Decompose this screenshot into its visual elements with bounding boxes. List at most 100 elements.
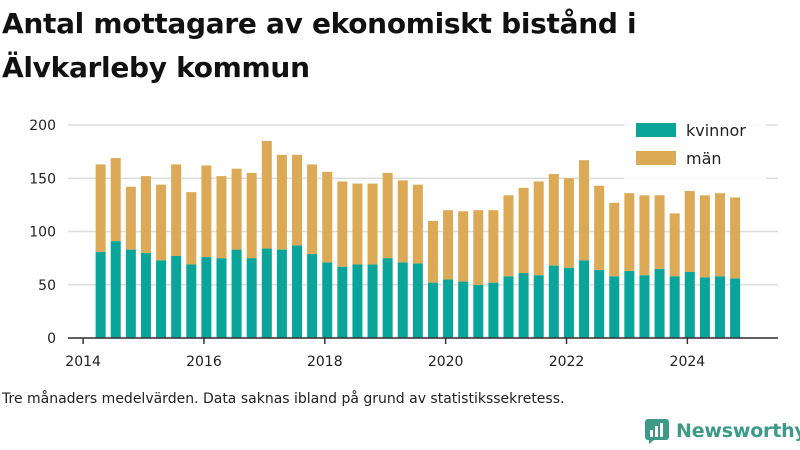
bar-man [443, 210, 454, 280]
bar-man [533, 181, 544, 276]
y-tick-label: 50 [38, 278, 56, 294]
bar-kvinnor [382, 258, 393, 339]
bar-man [563, 178, 574, 268]
bar-kvinnor [246, 258, 257, 339]
brand-logo[interactable]: Newsworthy [644, 418, 800, 444]
bar-man [730, 197, 741, 279]
stacked-bar-chart: 0 50 100 150 200 2014 2016 2018 2020 2022 2024 kvi… [29, 116, 778, 370]
axes: 0 50 100 150 200 2014 2016 2018 2020 2022 2024 [29, 118, 778, 370]
x-tick-label: 2018 [307, 354, 343, 370]
bar-man [397, 180, 408, 263]
bar-kvinnor [110, 241, 121, 338]
bar-kvinnor [624, 270, 635, 338]
bar-kvinnor [186, 264, 197, 338]
newsworthy-logo-icon [645, 419, 669, 444]
bar-kvinnor [488, 282, 499, 338]
x-tick-label: 2022 [549, 354, 585, 370]
bar-man [518, 187, 529, 274]
bar-kvinnor [609, 276, 620, 338]
bar-man [684, 191, 695, 272]
legend-label-kvinnor: kvinnor [686, 121, 746, 140]
bar-kvinnor [563, 267, 574, 338]
x-tick-label: 2020 [428, 354, 464, 370]
bar-kvinnor [337, 266, 348, 338]
bar-kvinnor [714, 276, 725, 338]
bar-kvinnor [156, 260, 167, 338]
bar-man [171, 164, 182, 256]
bar-kvinnor [292, 245, 303, 338]
bar-kvinnor [231, 249, 242, 338]
bar-kvinnor [140, 252, 151, 338]
bar-kvinnor [548, 265, 559, 338]
bar-kvinnor [171, 256, 182, 338]
y-tick-label: 200 [29, 118, 56, 134]
chart-title: Antal mottagare av ekonomiskt bistånd i … [2, 7, 637, 84]
bar-man [699, 195, 710, 278]
bar-kvinnor [443, 279, 454, 338]
bar-kvinnor [397, 262, 408, 338]
bar-man [669, 213, 680, 277]
bar-man [624, 193, 635, 271]
bar-kvinnor [352, 264, 363, 338]
bar-kvinnor [533, 275, 544, 338]
bar-man [594, 185, 605, 270]
bar-kvinnor [95, 251, 106, 338]
bar-kvinnor [594, 269, 605, 338]
bar-kvinnor [367, 264, 378, 338]
bar-man [473, 210, 484, 285]
bar-kvinnor [201, 257, 212, 338]
bar-man [186, 192, 197, 265]
bar-man [412, 184, 423, 264]
bar-man [427, 220, 438, 283]
bar-man [231, 168, 242, 250]
bar-man [609, 202, 620, 277]
bar-kvinnor [322, 262, 333, 338]
bar-kvinnor [276, 249, 287, 338]
bar-kvinnor [654, 268, 665, 338]
bar-man [307, 164, 318, 254]
y-tick-label: 100 [29, 225, 56, 241]
bar-man [548, 173, 559, 266]
chart-caption: Tre månaders medelvärden. Data saknas ib… [2, 391, 565, 407]
bar-man [639, 195, 650, 276]
y-tick-label: 0 [47, 331, 56, 347]
bar-kvinnor [639, 275, 650, 338]
brand-name: Newsworthy [676, 420, 800, 442]
bar-man [503, 195, 514, 277]
bar-kvinnor [684, 271, 695, 338]
bars [95, 140, 741, 339]
bar-kvinnor [730, 278, 741, 338]
bar-man [246, 172, 257, 259]
bar-man [125, 186, 136, 250]
bar-man [201, 165, 212, 258]
x-tick-label: 2024 [670, 354, 706, 370]
bar-kvinnor [458, 281, 469, 338]
legend-swatch-man [636, 151, 676, 165]
bar-man [458, 211, 469, 282]
y-tick-label: 150 [29, 171, 56, 187]
bar-man [261, 140, 272, 249]
bar-kvinnor [699, 277, 710, 338]
x-tick-label: 2016 [186, 354, 222, 370]
bar-man [579, 160, 590, 261]
bar-kvinnor [261, 248, 272, 338]
bar-man [488, 210, 499, 283]
bar-kvinnor [669, 276, 680, 338]
bar-kvinnor [473, 284, 484, 338]
legend: kvinnor män [624, 116, 766, 180]
bar-man [367, 183, 378, 265]
bar-man [95, 164, 106, 252]
bar-man [654, 195, 665, 269]
bar-kvinnor [307, 253, 318, 338]
bar-kvinnor [503, 276, 514, 338]
bar-man [337, 181, 348, 267]
bar-man [714, 193, 725, 277]
bar-man [322, 171, 333, 263]
bar-man [140, 176, 151, 253]
bar-kvinnor [427, 282, 438, 338]
legend-label-man: män [686, 149, 722, 168]
legend-swatch-kvinnor [636, 123, 676, 137]
bar-man [276, 154, 287, 250]
bar-man [292, 154, 303, 246]
bar-kvinnor [412, 263, 423, 338]
